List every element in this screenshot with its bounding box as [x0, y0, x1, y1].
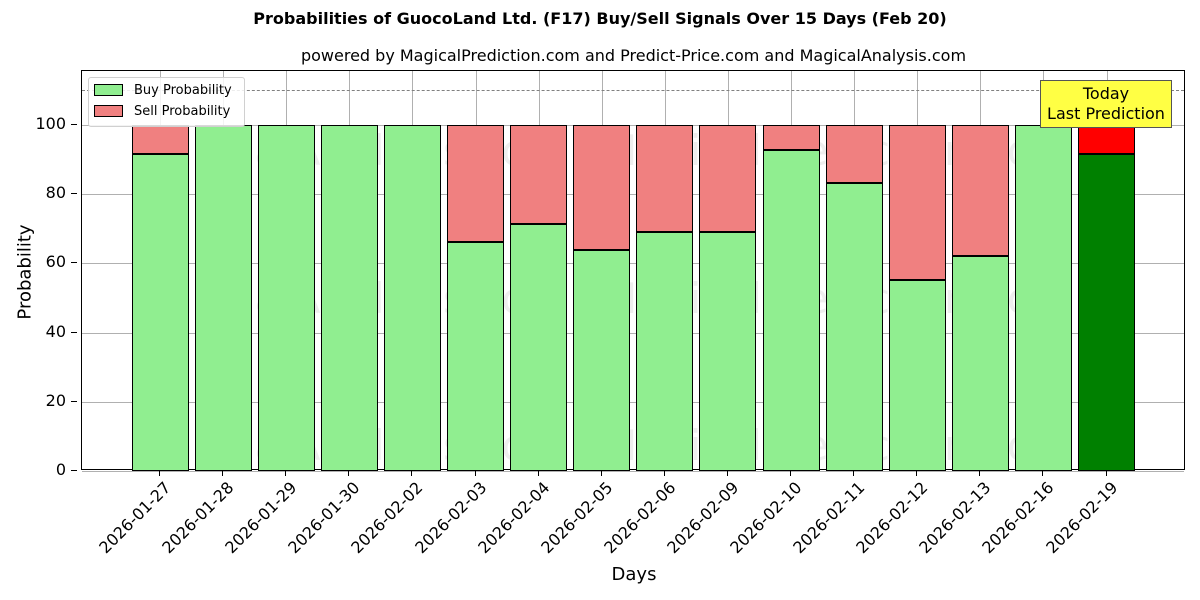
y-tick [71, 262, 77, 264]
x-tick [348, 470, 350, 476]
y-tick-label: 80 [45, 183, 66, 203]
gridline-h [82, 194, 1184, 196]
buy-bar [1014, 125, 1072, 471]
buy-bar [194, 125, 252, 471]
x-tick [159, 470, 160, 476]
x-tick [600, 470, 602, 476]
sell-bar [510, 125, 568, 224]
buy-bar [951, 256, 1009, 471]
legend: Buy Probability Sell Probability [88, 77, 245, 127]
x-tick [285, 470, 287, 476]
buy-bar [131, 154, 189, 471]
sell-bar [825, 125, 883, 184]
sell-bar [1078, 125, 1135, 155]
buy-bar [699, 231, 757, 471]
buy-bar [383, 125, 441, 471]
today-annotation: Today Last Prediction [1040, 80, 1172, 128]
buy-bar [825, 183, 883, 471]
x-tick [474, 470, 476, 476]
buy-bar [1078, 154, 1135, 471]
buy-bar [636, 231, 694, 471]
y-tick [71, 193, 77, 195]
x-tick [1105, 470, 1107, 476]
x-tick [1042, 470, 1044, 476]
sell-bar [573, 125, 631, 250]
sell-bar [447, 125, 504, 242]
y-tick-label: 20 [45, 390, 66, 410]
x-tick [853, 470, 855, 476]
reference-line [82, 90, 1184, 92]
y-tick [71, 400, 77, 402]
y-tick [71, 124, 77, 125]
sell-swatch-icon [94, 105, 123, 117]
legend-buy-label: Buy Probability [134, 82, 232, 98]
y-tick-label: 0 [55, 460, 66, 479]
y-tick [71, 331, 77, 333]
sell-bar [888, 125, 946, 280]
legend-sell-label: Sell Probability [134, 103, 231, 119]
x-tick [537, 470, 539, 476]
buy-bar [762, 149, 820, 471]
gridline-h [82, 332, 1184, 334]
buy-bar [573, 249, 631, 471]
gridline-h [82, 401, 1184, 403]
buy-bar [510, 223, 568, 471]
x-tick [222, 470, 224, 476]
x-tick [726, 470, 728, 476]
x-tick [979, 470, 981, 476]
plot-area: MagicalAnalysis.comMagicalPrediction.com… [81, 70, 1185, 472]
sell-bar [636, 125, 694, 232]
gridline-h [82, 471, 1184, 472]
today-label: Today [1082, 84, 1130, 103]
buy-bar [447, 241, 504, 471]
sell-bar [762, 125, 820, 150]
y-tick-label: 60 [45, 252, 66, 272]
y-axis-title: Probability [14, 224, 36, 320]
x-tick [411, 470, 413, 476]
gridline-h [82, 263, 1184, 265]
y-tick [71, 470, 77, 471]
sell-bar [699, 125, 757, 232]
legend-item-sell: Sell Probability [94, 102, 230, 120]
x-tick [663, 470, 665, 476]
buy-bar [888, 280, 946, 471]
buy-swatch-icon [94, 84, 123, 96]
sell-bar [951, 125, 1009, 257]
y-tick-label: 100 [35, 114, 66, 133]
buy-bar [320, 125, 378, 471]
legend-item-buy: Buy Probability [94, 81, 232, 99]
buy-bar [257, 125, 315, 471]
x-axis-title: Days [611, 564, 657, 585]
chart-subtitle: powered by MagicalPrediction.com and Pre… [300, 46, 967, 65]
chart-title: Probabilities of GuocoLand Ltd. (F17) Bu… [253, 9, 947, 28]
gridline-h [82, 125, 1184, 126]
x-tick [790, 470, 791, 476]
y-tick-label: 40 [45, 321, 66, 341]
x-tick [916, 470, 918, 476]
last-prediction-label: Last Prediction [1047, 104, 1165, 123]
sell-bar [131, 125, 189, 155]
